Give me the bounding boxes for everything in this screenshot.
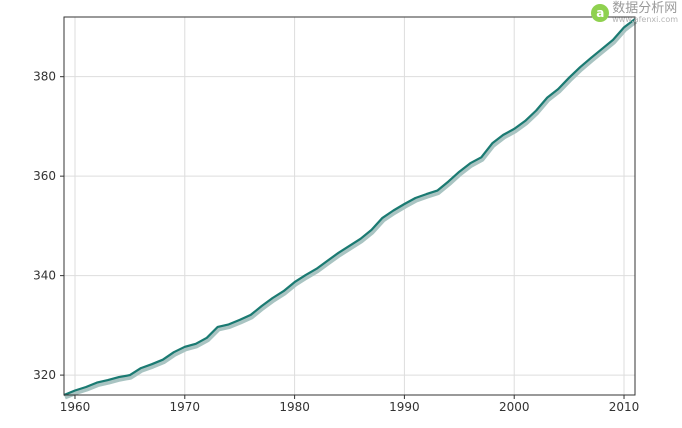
x-tick-label-2010: 2010 [609, 400, 640, 414]
watermark-logo-icon: a [591, 4, 610, 22]
series-shadow [64, 19, 638, 400]
watermark-name: 数据分析网 [612, 1, 678, 16]
watermark-url: www.afenxi.com [612, 15, 678, 24]
plot-frame [63, 16, 636, 396]
x-tick-label-2000: 2000 [499, 400, 530, 414]
x-tick-label-1960: 1960 [60, 400, 91, 414]
series-line-layer [63, 18, 636, 397]
y-tick-label-320: 320 [33, 368, 56, 382]
y-axis-ticks: 320 340 360 380 [33, 70, 64, 382]
y-tick-label-360: 360 [33, 169, 56, 183]
watermark: a 数据分析网 www.afenxi.com [591, 2, 678, 24]
y-tick-label-380: 380 [33, 70, 56, 84]
x-tick-label-1970: 1970 [170, 400, 201, 414]
x-tick-label-1980: 1980 [279, 400, 310, 414]
x-axis-ticks: 1960 1970 1980 1990 2000 2010 [60, 395, 640, 414]
series-line-shadow [64, 19, 638, 400]
series-line [63, 18, 636, 397]
y-tick-label-340: 340 [33, 269, 56, 283]
x-tick-label-1990: 1990 [389, 400, 420, 414]
grid-lines [64, 17, 635, 395]
